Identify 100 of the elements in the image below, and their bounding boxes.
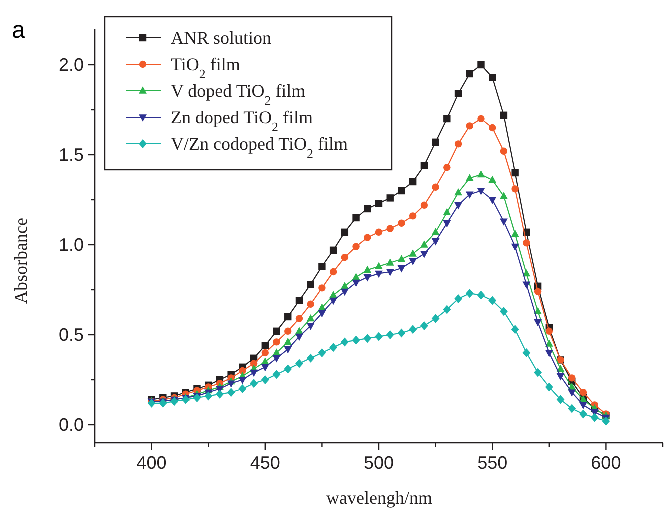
point [409, 325, 418, 334]
point [466, 70, 474, 78]
point [477, 290, 486, 300]
point [444, 115, 451, 123]
point [318, 263, 326, 270]
point [545, 350, 554, 358]
point [500, 192, 508, 200]
point [364, 234, 372, 242]
point [523, 240, 530, 247]
point [272, 348, 281, 356]
point [409, 250, 418, 257]
point [454, 188, 462, 196]
point [477, 188, 486, 196]
point [386, 225, 394, 232]
point [500, 148, 508, 155]
point [477, 170, 486, 178]
point [330, 343, 338, 352]
point [330, 268, 338, 276]
point [284, 364, 292, 374]
point [488, 176, 497, 184]
point [340, 282, 349, 290]
x-tick-label: 550 [478, 453, 508, 473]
point [580, 410, 588, 419]
point [330, 291, 338, 298]
point [340, 288, 349, 296]
point [432, 138, 440, 146]
point [398, 255, 406, 262]
point [409, 258, 418, 266]
point [420, 322, 428, 330]
x-tick-label: 450 [250, 453, 280, 473]
point [398, 220, 406, 227]
point [341, 228, 349, 236]
point [478, 115, 485, 123]
point [500, 112, 508, 119]
point [284, 346, 292, 354]
point [443, 220, 452, 228]
point [307, 281, 314, 288]
point [511, 230, 520, 238]
point [398, 328, 406, 338]
point [352, 336, 360, 345]
point [432, 238, 440, 246]
point [238, 377, 247, 384]
point [284, 338, 292, 346]
point [545, 382, 554, 392]
point [432, 228, 440, 236]
point [386, 258, 394, 266]
point [204, 392, 213, 401]
point [296, 359, 304, 368]
point [454, 140, 462, 148]
point [386, 330, 394, 340]
y-tick-label: 2.0 [58, 55, 84, 75]
point [568, 404, 576, 414]
point [318, 310, 326, 318]
point [420, 240, 428, 248]
point [306, 314, 315, 322]
point [239, 367, 246, 375]
point [375, 270, 383, 278]
point [340, 338, 349, 347]
point [261, 364, 270, 372]
point [318, 348, 326, 358]
point [284, 328, 292, 335]
point [590, 413, 599, 422]
point [512, 186, 519, 193]
point [546, 328, 553, 335]
y-tick-label: 0.0 [58, 415, 84, 435]
point [375, 228, 383, 236]
point [466, 174, 474, 182]
point [568, 390, 576, 397]
y-tick-label: 0.5 [58, 325, 84, 345]
point [375, 332, 383, 342]
point [602, 416, 610, 426]
point [466, 192, 474, 199]
y-axis-title: Absorbance [11, 218, 31, 304]
point [534, 288, 542, 296]
point [478, 61, 485, 69]
point [511, 244, 520, 252]
x-axis-title: wavelengh/nm [326, 488, 432, 508]
point [364, 266, 372, 274]
point [443, 305, 452, 314]
point [489, 74, 496, 82]
point [306, 354, 315, 363]
point [375, 262, 383, 270]
legend-label: TiO$_{2}$ film [171, 54, 240, 81]
point [364, 334, 372, 344]
point [556, 374, 565, 381]
point [454, 90, 462, 98]
point [262, 342, 269, 350]
point [522, 348, 531, 358]
point [341, 254, 349, 262]
x-tick-label: 500 [364, 453, 394, 473]
point [352, 280, 360, 288]
x-tick-label: 600 [591, 453, 622, 473]
point [216, 390, 224, 399]
point [386, 269, 394, 276]
point [545, 340, 554, 347]
point [250, 370, 258, 378]
point [364, 274, 372, 282]
point [488, 296, 497, 306]
point [330, 246, 338, 254]
point [432, 184, 440, 191]
